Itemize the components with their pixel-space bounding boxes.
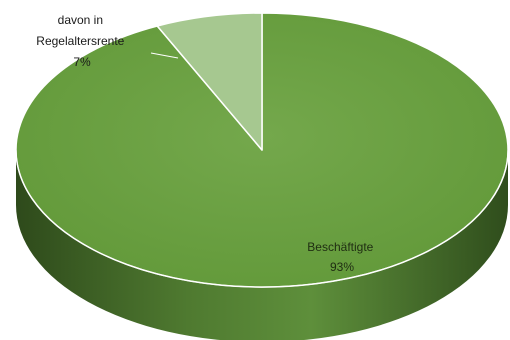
- slice-label-beschaeftigte-percent: 93%: [330, 260, 354, 274]
- slice-label-beschaeftigte-line1: Beschäftigte: [307, 240, 373, 254]
- slice-label-davon-line1: davon in: [58, 13, 103, 27]
- slice-label-davon-percent: 7%: [73, 55, 91, 69]
- slice-label-davon-line2: Regelaltersrente: [36, 34, 124, 48]
